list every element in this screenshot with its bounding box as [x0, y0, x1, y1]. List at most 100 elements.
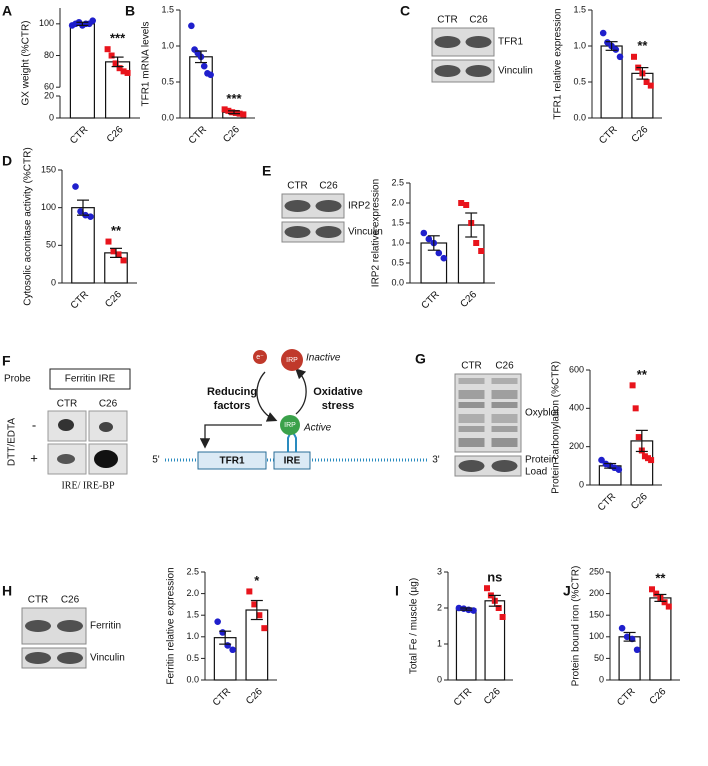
x-tick-label: CTR	[68, 124, 90, 146]
band	[434, 65, 461, 77]
band	[458, 390, 485, 399]
point	[648, 457, 655, 464]
left-label: Reducing	[207, 386, 257, 398]
panel-letter: H	[2, 583, 12, 599]
y-tick-label: 0.0	[161, 112, 174, 122]
band	[491, 390, 518, 399]
point	[124, 69, 131, 76]
x-tick-label: C26	[648, 686, 669, 707]
significance: **	[637, 367, 648, 382]
point	[599, 29, 607, 37]
y-tick-label: 1.5	[391, 217, 404, 227]
band	[25, 652, 51, 664]
point	[261, 625, 268, 632]
row-label: Vinculin	[348, 227, 383, 238]
band	[94, 450, 118, 468]
point	[256, 612, 263, 619]
y-tick-label: 1.5	[573, 4, 586, 14]
chart: D 0 50 100 150 Cytosolic aconitase activity (…	[2, 147, 137, 312]
point	[633, 646, 641, 654]
significance: **	[655, 571, 666, 586]
bar	[484, 600, 506, 681]
point	[420, 229, 428, 237]
y-tick-label: 1	[437, 638, 442, 648]
x-tick-label: C26	[244, 686, 265, 707]
x-tick-label: C26	[630, 124, 651, 145]
band	[315, 226, 342, 238]
band	[491, 426, 518, 432]
y-tick-label: 0.5	[573, 76, 586, 86]
band	[58, 419, 74, 431]
y-axis-label: IRP2 relative expression	[371, 179, 382, 287]
band	[491, 460, 518, 472]
point	[72, 183, 79, 190]
y-tick-label: 0	[599, 674, 604, 684]
y-axis-label: TFR1 relative expression	[553, 8, 564, 119]
point	[105, 238, 112, 245]
x-tick-label: CTR	[187, 124, 209, 146]
element: IRE	[284, 456, 301, 467]
row-label: Protein	[525, 455, 557, 466]
element-box	[273, 451, 311, 470]
point	[87, 213, 94, 221]
lane-label: CTR	[57, 399, 78, 410]
point	[77, 208, 84, 215]
significance: **	[111, 223, 122, 238]
bar	[420, 242, 448, 284]
probe-box	[49, 368, 131, 390]
point	[470, 607, 477, 614]
row-label: Vinculin	[90, 653, 125, 664]
y-tick-label: 100	[589, 631, 604, 641]
three-prime: 3'	[432, 455, 440, 466]
x-tick-label: CTR	[69, 289, 91, 311]
y-tick-label: 1.0	[186, 631, 199, 641]
y-tick-label: 2	[437, 602, 442, 612]
panel-letter: C	[400, 3, 410, 19]
point	[653, 590, 660, 597]
y-tick-label: 0.0	[391, 277, 404, 287]
point	[104, 46, 111, 53]
lane-label: CTR	[437, 15, 458, 26]
point	[110, 248, 117, 255]
point	[115, 251, 122, 258]
x-tick-label: C26	[221, 124, 242, 145]
irp-inactive	[281, 349, 303, 371]
point	[463, 202, 470, 208]
panel-letter: I	[395, 583, 399, 599]
y-tick-label: 1.5	[186, 610, 199, 620]
protein: IRP	[286, 357, 298, 364]
y-tick-label: 1.0	[573, 40, 586, 50]
bar	[631, 72, 654, 119]
significance: **	[637, 38, 648, 53]
band	[284, 200, 311, 212]
x-tick-label: C26	[105, 124, 126, 145]
point	[647, 82, 654, 89]
band	[465, 65, 492, 77]
y-tick-label: 2.0	[391, 197, 404, 207]
point	[665, 603, 672, 610]
right-label: Oxidative	[313, 386, 363, 398]
x-tick-label: CTR	[211, 686, 233, 708]
gel	[47, 410, 87, 442]
x-tick-label: C26	[458, 289, 479, 310]
right-label: stress	[322, 400, 354, 412]
y-tick-label: 0.0	[186, 674, 199, 684]
y-tick-label: 200	[589, 588, 604, 598]
point	[112, 60, 119, 67]
lane-label: CTR	[28, 595, 49, 606]
panel-letter: A	[2, 3, 12, 19]
band	[491, 402, 518, 408]
band	[458, 402, 485, 408]
significance: ns	[487, 570, 502, 585]
irp-active	[280, 415, 300, 435]
arrow	[295, 368, 307, 415]
point	[623, 633, 631, 641]
chart: I 0 1 2 3 Total Fe / muscle (µg) CTR C26 ns	[395, 566, 513, 709]
band	[284, 226, 311, 238]
band	[458, 426, 485, 432]
y-axis-label: GX weight (%CTR)	[21, 20, 32, 105]
bar	[649, 597, 672, 681]
chart: C 0.0 0.5 1.0 1.5 TFR1 relative expression CTR…	[400, 3, 662, 147]
